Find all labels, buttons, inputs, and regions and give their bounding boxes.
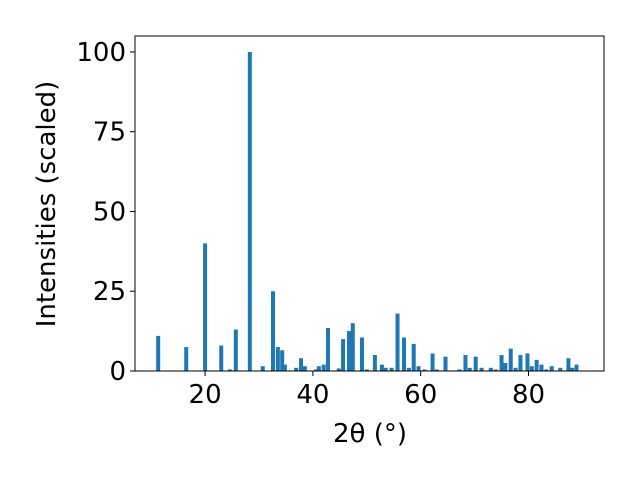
bar [463, 355, 468, 371]
x-tick-label: 20 [189, 380, 222, 410]
bar [271, 291, 276, 371]
bar [282, 364, 287, 371]
bar [341, 339, 346, 371]
y-axis-label: Intensities (scaled) [32, 81, 62, 328]
bar [372, 355, 377, 371]
bar [302, 366, 307, 371]
bar [336, 368, 341, 371]
bar [233, 329, 238, 371]
bar [574, 364, 579, 371]
x-tick-label: 80 [512, 380, 545, 410]
bar [325, 327, 330, 371]
bar [493, 369, 498, 371]
bar [402, 337, 407, 371]
bar [280, 350, 285, 371]
bar [321, 364, 326, 371]
bar [534, 359, 539, 371]
bar [227, 369, 232, 371]
y-tick-label: 75 [93, 118, 126, 148]
bar [513, 367, 518, 371]
x-axis-label: 2θ (°) [333, 419, 407, 449]
bar [275, 347, 280, 371]
bar [219, 345, 224, 371]
bar [529, 366, 534, 371]
bar [395, 313, 400, 371]
y-tick-label: 25 [93, 277, 126, 307]
bar [389, 367, 394, 371]
bar [294, 367, 299, 371]
bar [558, 367, 563, 371]
bar [203, 243, 208, 371]
bar [406, 367, 411, 371]
bar [383, 367, 388, 371]
y-tick-label: 50 [93, 197, 126, 227]
bar [364, 369, 369, 371]
bar [566, 358, 571, 371]
bar [499, 355, 504, 371]
bar [379, 364, 384, 371]
bar [316, 366, 321, 371]
bar [544, 369, 549, 371]
bar [525, 353, 530, 371]
bar [488, 367, 493, 371]
bar [467, 367, 472, 371]
bar [434, 369, 439, 371]
bar [443, 356, 448, 371]
y-tick-label: 0 [109, 357, 126, 387]
bar [508, 348, 513, 371]
x-tick-label: 60 [404, 380, 437, 410]
bar [247, 51, 252, 371]
bar [347, 331, 352, 371]
bar [416, 366, 421, 371]
bar [184, 347, 189, 371]
bar [473, 356, 478, 371]
bar [430, 353, 435, 371]
x-tick-label: 40 [296, 380, 329, 410]
bar [260, 366, 265, 371]
bar [479, 367, 484, 371]
bar [457, 369, 462, 371]
bar [539, 364, 544, 371]
y-tick-label: 100 [76, 38, 126, 68]
bar [549, 366, 554, 371]
bar [350, 323, 355, 371]
bar [422, 369, 427, 371]
bar [299, 358, 304, 371]
bar [518, 355, 523, 371]
bar [503, 363, 508, 371]
plot-frame [134, 35, 605, 372]
bar [156, 335, 161, 371]
bar [570, 367, 575, 371]
bar [411, 343, 416, 371]
bar [314, 369, 319, 371]
bar [359, 337, 364, 371]
